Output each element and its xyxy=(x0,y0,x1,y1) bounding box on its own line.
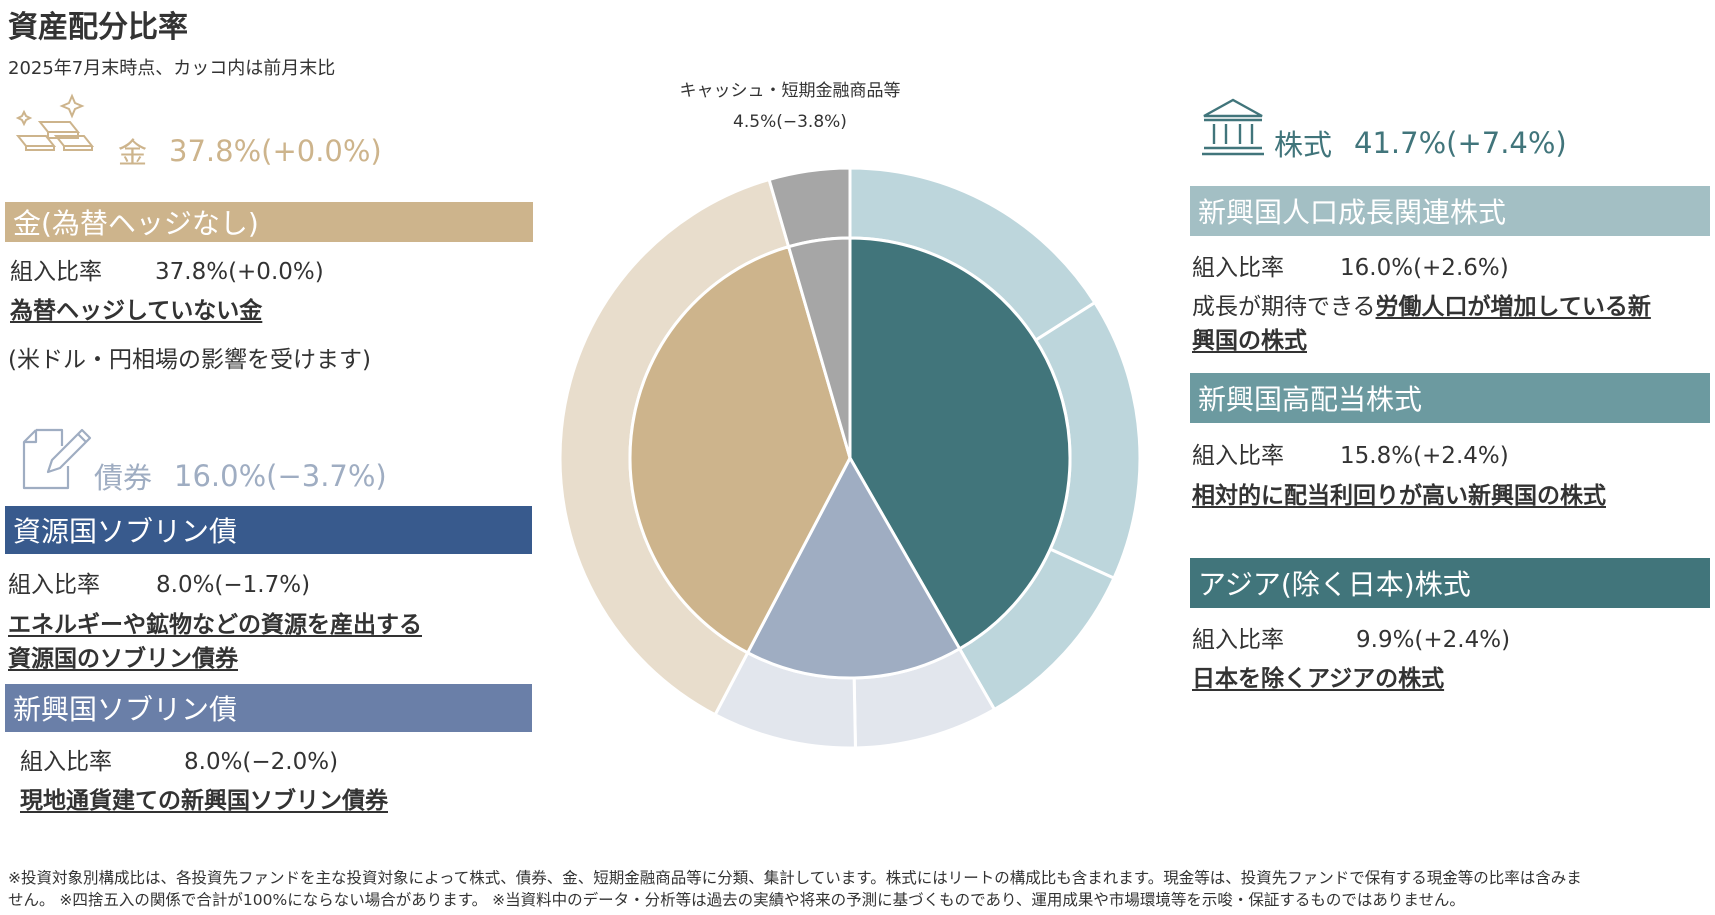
ratio-value: 8.0%(−2.0%) xyxy=(184,749,339,775)
ratio-label: 組入比率 xyxy=(10,259,102,285)
em-high-dividend-ratio: 組入比率 15.8%(+2.4%) xyxy=(1192,436,1509,470)
ratio-label: 組入比率 xyxy=(1192,255,1284,281)
asia-ex-japan-ratio: 組入比率 9.9%(+2.4%) xyxy=(1192,620,1510,654)
ratio-value: 37.8%(+0.0%) xyxy=(155,259,324,285)
ratio-label: 組入比率 xyxy=(1192,443,1284,469)
cash-label: キャッシュ・短期金融商品等 xyxy=(679,81,901,101)
bond-heading-value: 16.0%(−3.7%) xyxy=(174,459,387,493)
inner-pie-slice xyxy=(786,236,852,459)
resource-sovereign-ratio: 組入比率 8.0%(−1.7%) xyxy=(8,565,310,599)
document-pen-icon xyxy=(18,426,94,496)
gold-heading-label: 金 xyxy=(118,136,148,170)
footnote-line: ※投資対象別構成比は、各投資先ファンドを主な投資対象によって株式、債券、金、短期… xyxy=(8,869,1582,887)
equity-heading: 株式 41.7%(+7.4%) xyxy=(1274,122,1567,164)
ratio-label: 組入比率 xyxy=(1192,627,1284,653)
footnote-line: せん。 ※四捨五入の関係で合計が100%にならない場合があります。 ※当資料中の… xyxy=(8,891,1465,909)
gold-hedge-bar: 金(為替ヘッジなし) xyxy=(5,202,533,242)
resource-sovereign-bar: 資源国ソブリン債 xyxy=(5,506,532,554)
ratio-label: 組入比率 xyxy=(8,572,100,598)
cash-value: 4.5%(−3.8%) xyxy=(733,112,847,132)
em-population-equity-ratio: 組入比率 16.0%(+2.6%) xyxy=(1192,248,1509,282)
allocation-donut-chart xyxy=(560,168,1140,748)
ratio-value: 16.0%(+2.6%) xyxy=(1340,255,1509,281)
equity-heading-label: 株式 xyxy=(1274,128,1333,162)
em-population-equity-desc: 成長が期待できる労働人口が増加している新 興国の株式 xyxy=(1192,294,1651,354)
em-sovereign-bar: 新興国ソブリン債 xyxy=(5,684,532,732)
em-population-equity-bar: 新興国人口成長関連株式 xyxy=(1190,186,1710,236)
ratio-value: 15.8%(+2.4%) xyxy=(1340,443,1509,469)
footnote: ※投資対象別構成比は、各投資先ファンドを主な投資対象によって株式、債券、金、短期… xyxy=(8,867,1708,911)
ratio-value: 8.0%(−1.7%) xyxy=(156,572,311,598)
em-sovereign-ratio: 組入比率 8.0%(−2.0%) xyxy=(20,742,338,776)
bond-heading: 債券 16.0%(−3.7%) xyxy=(94,455,387,497)
em-sovereign-desc: 現地通貨建ての新興国ソブリン債券 xyxy=(20,788,388,814)
gold-heading: 金 37.8%(+0.0%) xyxy=(118,130,382,172)
gold-heading-value: 37.8%(+0.0%) xyxy=(169,134,382,168)
resource-sovereign-desc: エネルギーや鉱物などの資源を産出する 資源国のソブリン債券 xyxy=(8,612,422,672)
ratio-value: 9.9%(+2.4%) xyxy=(1356,627,1511,653)
page-title: 資産配分比率 xyxy=(8,10,188,45)
asia-ex-japan-desc: 日本を除くアジアの株式 xyxy=(1192,666,1445,692)
ratio-label: 組入比率 xyxy=(20,749,112,775)
bond-heading-label: 債券 xyxy=(94,461,153,495)
gold-hedge-desc: 為替ヘッジしていない金 xyxy=(10,298,263,324)
inner-pie-slice xyxy=(628,244,852,655)
inner-pie-slice xyxy=(848,236,1072,651)
gold-bars-icon xyxy=(10,92,100,158)
em-high-dividend-desc: 相対的に配当利回りが高い新興国の株式 xyxy=(1192,483,1606,509)
gold-hedge-note: (米ドル・円相場の影響を受けます) xyxy=(8,347,371,373)
bank-building-icon xyxy=(1200,94,1266,164)
asia-ex-japan-bar: アジア(除く日本)株式 xyxy=(1190,558,1710,608)
equity-heading-value: 41.7%(+7.4%) xyxy=(1354,126,1567,160)
gold-hedge-ratio: 組入比率 37.8%(+0.0%) xyxy=(10,252,324,286)
inner-pie-slice xyxy=(745,454,962,680)
em-high-dividend-bar: 新興国高配当株式 xyxy=(1190,373,1710,423)
page-subtitle: 2025年7月末時点、カッコ内は前月末比 xyxy=(8,58,336,79)
